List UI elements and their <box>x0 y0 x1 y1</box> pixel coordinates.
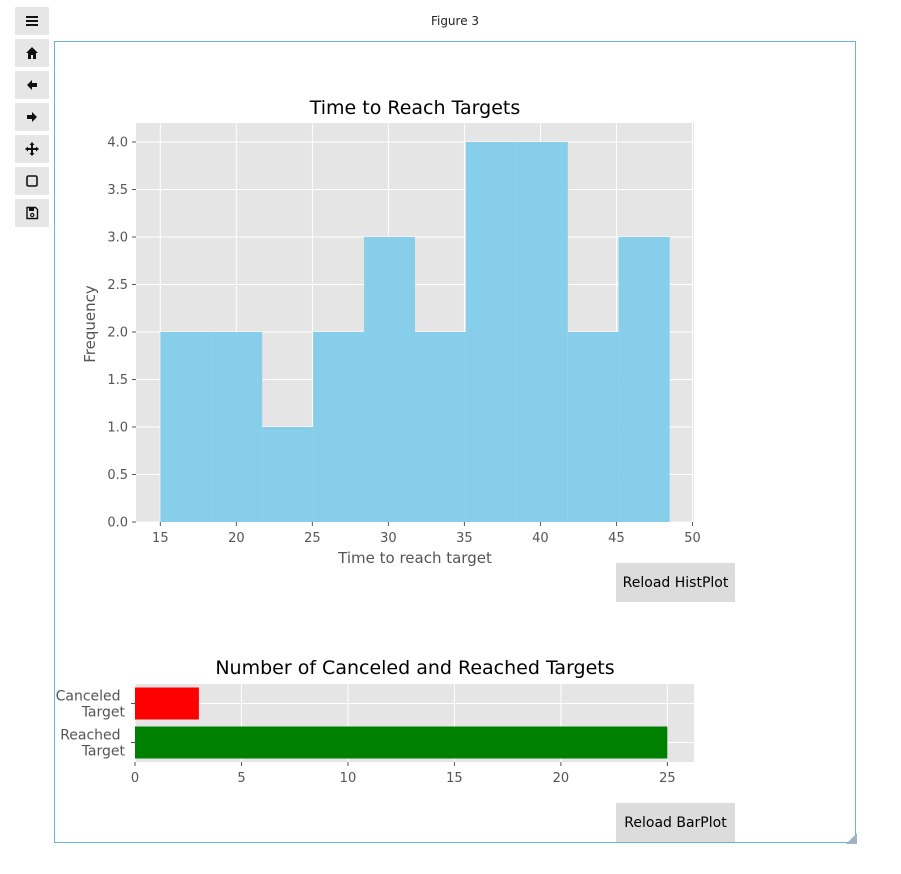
save-button[interactable] <box>15 199 49 227</box>
reload-barplot-button[interactable]: Reload BarPlot <box>616 803 735 842</box>
hist-x-tick-label: 45 <box>608 531 625 546</box>
hist-bars <box>160 142 670 522</box>
back-button[interactable] <box>15 71 49 99</box>
hist-title: Time to Reach Targets <box>309 97 521 119</box>
hist-y-label: Frequency <box>81 285 99 363</box>
hist-bar <box>567 332 619 522</box>
figure-canvas <box>54 41 857 844</box>
zoom-rect-icon <box>26 175 38 187</box>
hist-bar <box>465 142 517 522</box>
hist-y-tick-label: 4.0 <box>107 136 128 151</box>
hist-bar <box>516 142 568 522</box>
hist-y-tick-label: 0.0 <box>107 516 128 531</box>
hist-y-tick-label: 3.5 <box>107 183 128 198</box>
save-icon <box>26 206 39 220</box>
hist-bar <box>313 332 365 522</box>
menu-icon <box>26 16 38 26</box>
hist-x-label: Time to reach target <box>337 549 492 567</box>
hist-x-tick-label: 50 <box>684 531 701 546</box>
reload-histplot-button[interactable]: Reload HistPlot <box>616 563 735 602</box>
hist-y-tick-label: 1.5 <box>107 373 128 388</box>
hist-x-tick-label: 20 <box>228 531 245 546</box>
histogram-chart: Time to Reach Targets 15 20 25 30 35 40 45 50 0… <box>81 97 701 567</box>
pan-button[interactable] <box>15 135 49 163</box>
hist-bar <box>160 332 212 522</box>
hist-y-tick-label: 0.5 <box>107 468 128 483</box>
zoom-button[interactable] <box>15 167 49 195</box>
figure-title: Figure 3 <box>430 14 480 28</box>
home-button[interactable] <box>15 39 49 67</box>
hist-x-tick-label: 35 <box>456 531 473 546</box>
hist-y-tick-label: 1.0 <box>107 421 128 436</box>
hist-bar <box>415 332 466 522</box>
hist-x-tick-label: 30 <box>380 531 397 546</box>
hist-bar <box>262 427 314 522</box>
toolbar <box>15 7 49 231</box>
forward-arrow-icon <box>27 112 37 122</box>
hist-y-tick-label: 2.0 <box>107 326 128 341</box>
back-arrow-icon <box>27 80 37 90</box>
hist-bar <box>364 237 415 522</box>
forward-button[interactable] <box>15 103 49 131</box>
pan-icon <box>25 142 39 156</box>
hist-bar <box>211 332 263 522</box>
hist-x-tick-label: 15 <box>152 531 169 546</box>
hist-y-ticks: 0.0 0.5 1.0 1.5 2.0 2.5 3.0 3.5 4.0 <box>107 136 136 531</box>
hist-x-tick-label: 40 <box>532 531 549 546</box>
resize-handle[interactable] <box>846 833 857 844</box>
menu-button[interactable] <box>15 7 49 35</box>
hist-y-tick-label: 2.5 <box>107 278 128 293</box>
home-icon <box>26 47 38 59</box>
hist-y-tick-label: 3.0 <box>107 231 128 246</box>
hist-bar <box>618 237 670 522</box>
hist-x-ticks: 15 20 25 30 35 40 45 50 <box>152 522 701 546</box>
hist-x-tick-label: 25 <box>304 531 321 546</box>
